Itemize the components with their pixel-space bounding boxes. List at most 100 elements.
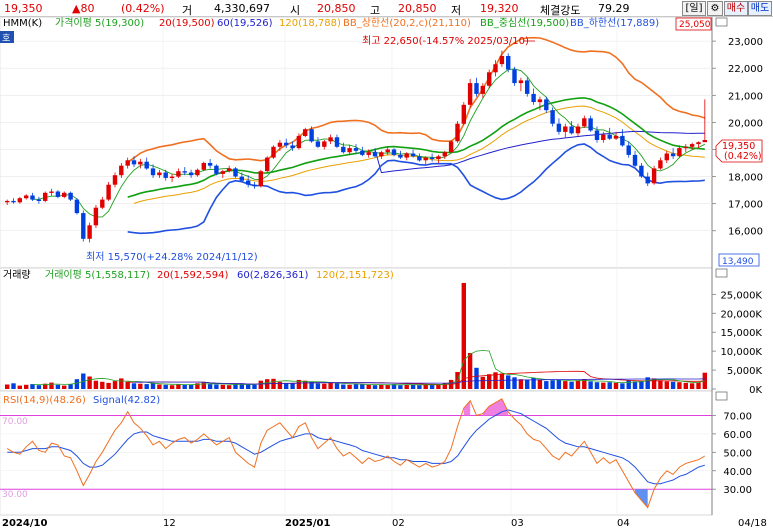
candle-body <box>467 83 473 105</box>
gear-icon[interactable]: ⚙ <box>707 1 723 16</box>
vol-ma60-line <box>133 378 705 385</box>
volume-bar <box>182 384 187 389</box>
candle-body <box>49 191 54 193</box>
candle <box>157 169 162 178</box>
volume-bar <box>366 384 371 389</box>
volume-bar <box>246 384 251 389</box>
candle <box>594 126 600 143</box>
candle <box>664 150 669 164</box>
candle-body <box>226 168 232 172</box>
candle-body <box>315 141 321 147</box>
candle <box>467 79 473 108</box>
candle-body <box>328 137 333 142</box>
strength-label: 체결강도 <box>540 4 581 17</box>
volume-panel[interactable] <box>0 267 713 392</box>
volume-bar <box>284 382 289 389</box>
high-value: 20,850 <box>398 2 437 15</box>
candle <box>87 222 92 243</box>
order-tab[interactable] <box>0 31 14 43</box>
candle <box>417 153 422 162</box>
candle <box>271 145 276 159</box>
candle-body <box>366 152 371 155</box>
candle <box>689 142 695 150</box>
candle <box>347 145 352 155</box>
price-panel-max-button[interactable] <box>715 17 728 27</box>
candle <box>550 107 555 127</box>
legend-vol-ma120[interactable]: 120(2,151,723) <box>316 270 394 281</box>
high-label: 고 <box>370 4 381 17</box>
rsi-lower-line-label: 30.00 <box>2 490 28 500</box>
candle <box>696 141 701 149</box>
candle-body <box>429 157 435 159</box>
rsi-panel-max-button[interactable] <box>715 391 728 401</box>
legend-ma20[interactable]: 20(19,500) <box>159 18 215 29</box>
volume-bar <box>36 385 42 389</box>
volume-bar <box>391 384 397 389</box>
legend-rsi-signal[interactable]: Signal(42.82) <box>93 395 160 406</box>
rsi-tick-label: 40.00 <box>723 467 752 478</box>
legend-bb-upper[interactable]: BB_상한선(20,2,c)(21,110) <box>343 17 471 29</box>
rsi-panel[interactable] <box>0 390 713 516</box>
sell-button[interactable]: 매도 <box>748 1 772 16</box>
volume-tick-label: 5,000K <box>727 366 763 377</box>
legend-ma5[interactable]: 가격이평 5(19,300) <box>55 17 144 29</box>
volume-bar <box>303 380 308 389</box>
candle-body <box>239 176 244 181</box>
candle-body <box>588 118 593 131</box>
x-label-03: 03 <box>511 518 524 529</box>
candle-body <box>169 176 175 178</box>
candle-body <box>360 150 365 155</box>
candle <box>150 164 156 178</box>
legend-vol-ma5[interactable]: 거래이평 5(1,558,117) <box>45 269 150 281</box>
volume-panel-max-button[interactable] <box>715 268 728 278</box>
candle-body <box>131 160 137 165</box>
candle <box>112 172 118 188</box>
quote-bar: 19,350 ▲80 (0.42%) 거 4,330,697 시 20,850 … <box>0 0 773 17</box>
stock-chart[interactable]: 23,00022,00021,00020,00019,00018,00017,0… <box>0 17 773 529</box>
candle <box>74 198 80 215</box>
candle-body <box>379 152 384 157</box>
volume-bar <box>651 378 657 389</box>
candle-body <box>448 141 454 153</box>
legend-volume[interactable]: 거래량 <box>3 269 31 281</box>
volume-value: 4,330,697 <box>214 2 270 15</box>
volume-bar <box>575 380 581 389</box>
legend-vol-ma20[interactable]: 20(1,592,594) <box>157 270 229 281</box>
volume-bar <box>315 383 321 389</box>
buy-button[interactable]: 매수 <box>724 1 748 16</box>
volume-bar <box>506 375 511 389</box>
legend-rsi[interactable]: RSI(14,9)(48.26) <box>3 395 86 406</box>
candle-body <box>632 154 638 166</box>
rsi-zone-fill <box>482 398 509 416</box>
price-tick-label: 23,000 <box>728 37 763 48</box>
candle <box>24 194 29 200</box>
price-panel[interactable] <box>0 17 713 269</box>
legend-vol-ma60[interactable]: 60(2,826,361) <box>237 270 309 281</box>
volume-bar <box>410 384 416 389</box>
legend-bb-lower[interactable]: BB_하한선(17,889) <box>570 17 659 29</box>
candle-body <box>651 168 657 184</box>
candle-body <box>423 157 428 161</box>
candle-body <box>556 123 562 132</box>
volume-bar <box>341 384 346 389</box>
candle <box>169 173 175 182</box>
candle-body <box>220 171 225 174</box>
current-price: 19,350 <box>4 2 43 15</box>
candle-body <box>188 172 194 176</box>
volume-bar <box>461 283 466 389</box>
candle-body <box>144 161 149 169</box>
candle-body <box>30 195 35 200</box>
volume-bar <box>24 384 29 389</box>
candle <box>607 127 612 140</box>
volume-bar <box>379 384 384 389</box>
legend-ma120[interactable]: 120(18,788) <box>279 18 341 29</box>
candle-body <box>372 152 378 157</box>
legend-bb-mid[interactable]: BB_중심선(19,500) <box>480 17 569 29</box>
legend-ma60[interactable]: 60(19,526) <box>217 18 273 29</box>
rsi-tick-label: 50.00 <box>723 448 752 459</box>
candle-body <box>55 191 61 197</box>
candle <box>226 165 232 173</box>
candle <box>62 191 67 199</box>
candle <box>379 150 384 159</box>
period-day-button[interactable]: [일] <box>682 1 706 16</box>
